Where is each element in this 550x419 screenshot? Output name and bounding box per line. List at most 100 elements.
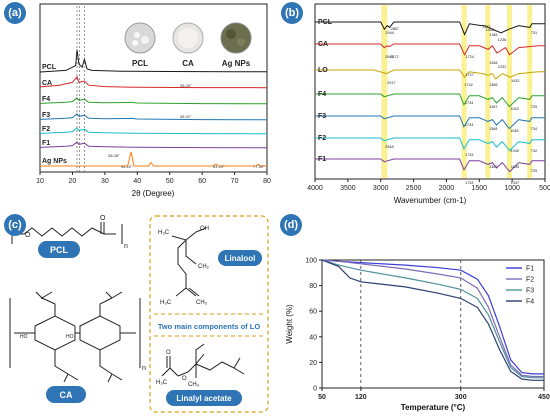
ftir-peak-label: 1043 <box>510 107 518 111</box>
ftir-peak-label: 1232 <box>498 65 506 69</box>
ftir-peak-label: 1724 <box>466 55 474 59</box>
svg-text:CH₂: CH₂ <box>198 264 210 270</box>
ftir-series-line <box>315 21 545 36</box>
atom-label: HO <box>20 334 28 340</box>
xrd-peak-label: 38.28° <box>180 83 192 88</box>
badge-text: (a) <box>8 7 22 19</box>
xrd-series-line <box>40 151 267 167</box>
xrd-xtick-label: 60 <box>198 178 206 185</box>
svg-text:O: O <box>166 350 171 356</box>
tga-plot-frame <box>321 259 545 389</box>
ftir-series-line <box>315 158 545 173</box>
tga-series-line <box>321 259 544 375</box>
ftir-peak-label: 2947 <box>385 55 393 59</box>
xrd-series-line <box>39 75 268 89</box>
tga-series-line <box>321 259 544 379</box>
xrd-series-line <box>39 141 268 149</box>
svg-text:H₃C: H₃C <box>158 230 170 236</box>
xrd-series-label: CA <box>42 80 52 87</box>
ftir-peak-label: 733 <box>531 105 537 109</box>
ftir-highlight-band <box>381 5 388 178</box>
xrd-xtick-label: 80 <box>263 178 271 185</box>
svg-text:H₃C: H₃C <box>156 380 168 386</box>
xrd-series-label: F2 <box>42 126 50 133</box>
xrd-series-label: PCL <box>42 64 57 71</box>
panel-b-ftir: PCL CA LO F4 F3 F2 F1 4000 3500 3000 2500 2000 1500… <box>275 0 550 206</box>
ftir-series-label: F2 <box>318 135 326 142</box>
atom-o: O <box>100 215 106 222</box>
ftir-peak-label: 1733 <box>465 153 473 157</box>
ftir-xtick-label: 3500 <box>340 185 356 192</box>
ftir-peak-label: 1368 <box>489 127 497 131</box>
ftir-peak-label: 1035 <box>511 165 519 169</box>
xrd-xtick-label: 50 <box>166 178 174 185</box>
ftir-peak-label: 1367 <box>489 105 497 109</box>
ftir-series-label: CA <box>318 41 328 48</box>
ftir-highlight-band <box>461 5 467 178</box>
ftir-series-label: F3 <box>318 113 326 120</box>
tga-xtick-label: 450 <box>538 394 550 401</box>
ftir-series-line <box>315 137 545 152</box>
ftir-peak-label: 2867 <box>390 27 398 31</box>
ftir-series-label: PCL <box>318 19 333 26</box>
xrd-series-line <box>39 97 268 105</box>
xrd-series-label: Ag NPs <box>42 158 67 165</box>
ftir-peak-label: 1742 <box>464 83 472 87</box>
subscript-n: n <box>142 365 146 372</box>
linalyl-acetate-label: Linalyl acetate <box>176 394 232 403</box>
tga-ytick-label: 60 <box>309 309 317 316</box>
ftir-peak-label: 732 <box>531 149 537 153</box>
ftir-peak-label: 1040 <box>511 149 519 153</box>
pcl-photo <box>124 22 156 54</box>
ftir-series-label: F1 <box>318 156 326 163</box>
xrd-chart: PCL CA F4 F3 F2 F1 Ag NPs 10 20 30 40 50 60 70 80 2θ … <box>36 3 271 198</box>
structures-figure: O O n PCL HO HO n CA <box>9 215 269 413</box>
pcl-label-pill <box>38 241 80 258</box>
badge-text: (c) <box>8 219 22 231</box>
ftir-peak-label: 1032 <box>511 79 519 83</box>
xrd-xlabel: 2θ (Degree) <box>132 189 175 198</box>
panel-badge-b: (b) <box>281 2 303 24</box>
tga-ytick-label: 80 <box>309 283 317 290</box>
panel-badge-c: (c) <box>4 214 26 236</box>
pcl-label: PCL <box>50 245 69 255</box>
ftir-series-line <box>315 43 545 56</box>
subscript-n: n <box>124 243 128 250</box>
tga-legend-label: F4 <box>526 299 534 306</box>
ftir-xtick-label: 2500 <box>406 185 422 192</box>
linalyl-acetate-structure <box>161 343 245 378</box>
tga-legend-label: F2 <box>526 277 534 284</box>
tga-series-line <box>321 259 544 381</box>
ftir-peak-label: 2948 <box>385 145 393 149</box>
ftir-highlight-band <box>527 5 533 178</box>
ca-label-pill <box>46 386 86 403</box>
tga-legend-label: F1 <box>526 266 534 273</box>
ftir-peak-label: 1364 <box>489 61 497 65</box>
linalool-structure <box>171 227 207 297</box>
ftir-peak-label: 2872 <box>390 55 398 59</box>
ftir-peak-label: 1734 <box>465 101 473 105</box>
panel-d-tga: 50 120 300 450 0 20 40 60 80 100 F1 F2 F3 F4 Tempera… <box>278 208 550 414</box>
ca-structure <box>9 291 141 383</box>
xrd-xtick-label: 20 <box>69 178 77 185</box>
ftir-peak-label: 2944 <box>385 31 393 35</box>
xrd-peak-label: 38.08° <box>108 153 120 158</box>
ftir-peak-label: 1418 <box>486 28 494 32</box>
ag-photo <box>220 22 252 54</box>
panel-badge-a: (a) <box>4 2 26 24</box>
tga-xtick-label: 300 <box>455 394 467 401</box>
ftir-xtick-label: 1000 <box>504 185 520 192</box>
ca-label: CA <box>60 390 73 400</box>
ftir-series-line <box>315 69 545 80</box>
xrd-peak-label: 77.30° <box>253 164 265 169</box>
ftir-peak-label: 1733 <box>465 181 473 185</box>
photo-label-ag: Ag NPs <box>222 59 251 68</box>
svg-text:CH₃: CH₃ <box>196 300 208 306</box>
ftir-series-label: F4 <box>318 91 326 98</box>
svg-text:OH: OH <box>200 226 209 232</box>
ftir-peak-label: 1037 <box>511 181 519 185</box>
ftir-peak-label: 733 <box>531 169 537 173</box>
xrd-series-label: F3 <box>42 112 50 119</box>
tga-ytick-label: 40 <box>309 334 317 341</box>
tga-xtick-label: 50 <box>318 394 326 401</box>
